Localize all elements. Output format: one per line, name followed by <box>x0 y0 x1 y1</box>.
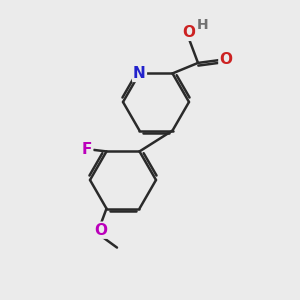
Text: H: H <box>197 18 208 32</box>
Text: O: O <box>94 223 107 238</box>
Text: O: O <box>182 25 196 40</box>
Text: N: N <box>133 66 146 81</box>
Text: O: O <box>219 52 232 68</box>
Text: F: F <box>82 142 92 158</box>
